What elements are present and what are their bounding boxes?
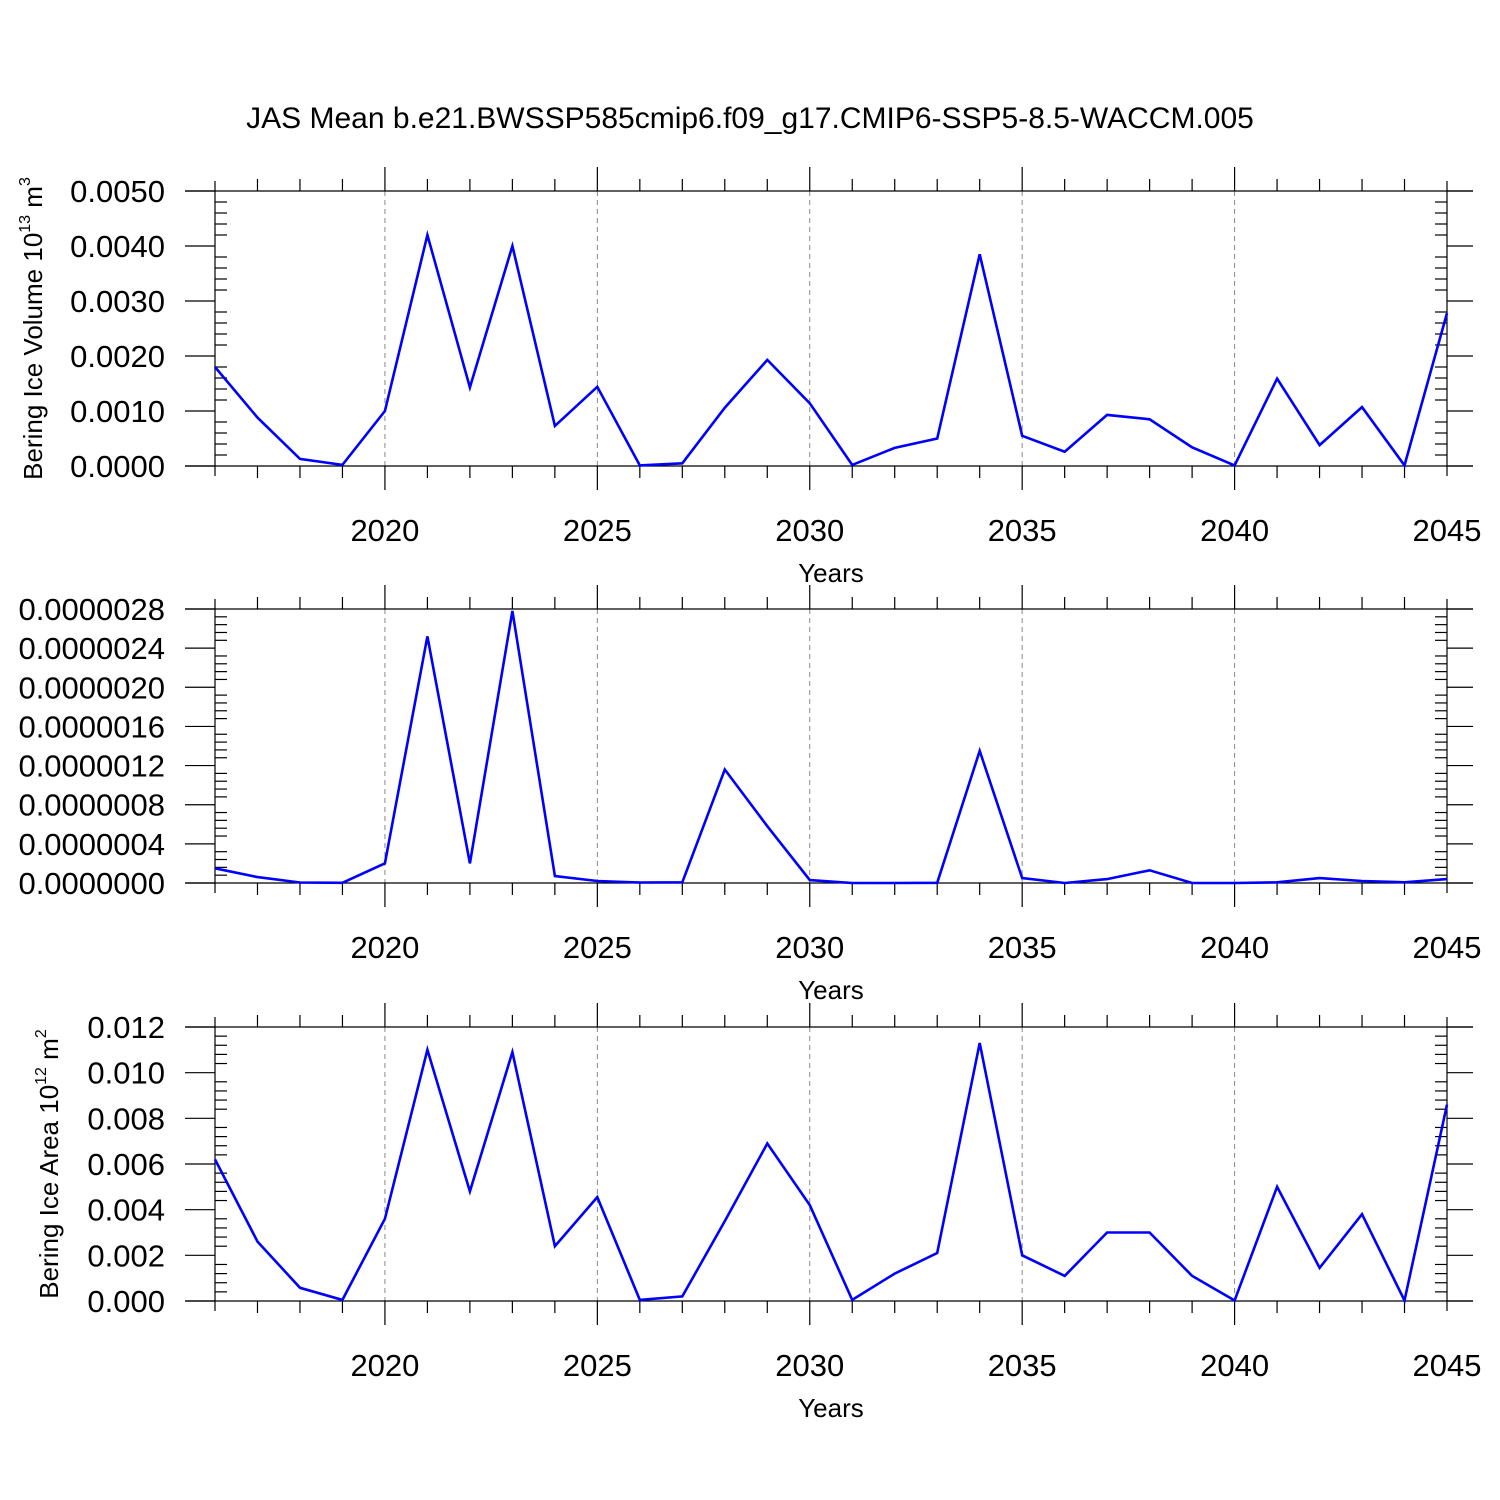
y-tick-label: 0.0000020	[18, 670, 165, 705]
y-tick-label: 0.0000028	[18, 592, 165, 627]
x-axis-label: Years	[798, 975, 864, 1005]
y-tick-label: 0.008	[87, 1101, 165, 1136]
y-tick-label: 0.0050	[70, 174, 165, 209]
x-tick-label: 2045	[1413, 1348, 1482, 1383]
x-tick-label: 2025	[563, 513, 632, 548]
x-tick-label: 2035	[988, 930, 1057, 965]
y-tick-label: 0.0030	[70, 284, 165, 319]
y-axis-label-text: m	[18, 186, 48, 215]
chart-panel-1: 0.0000 0.0010 0.0020 0.0030 0.0040 0.0050 2020…	[17, 167, 1481, 588]
x-tick-label: 2045	[1413, 930, 1482, 965]
panels: 0.0000 0.0010 0.0020 0.0030 0.0040 0.0050 2020…	[17, 167, 1481, 1423]
y-tick-label: 0.0000024	[18, 631, 165, 666]
x-axis-label: Years	[798, 558, 864, 588]
x-tick-label: 2040	[1200, 930, 1269, 965]
y-axis-label-superscript: 3	[17, 177, 34, 186]
x-tick-label: 2035	[988, 1348, 1057, 1383]
x-tick-label: 2020	[350, 513, 419, 548]
y-tick-label: 0.0000008	[18, 788, 165, 823]
y-tick-label: 0.0010	[70, 394, 165, 429]
figure-title: JAS Mean b.e21.BWSSP585cmip6.f09_g17.CMI…	[246, 102, 1254, 135]
y-tick-label: 0.0040	[70, 229, 165, 264]
y-tick-label: 0.004	[87, 1193, 165, 1228]
series-line-1	[214, 610, 1448, 885]
y-axis-label: Bering Ice Area 1012 m2	[33, 1029, 64, 1299]
x-tick-label: 2030	[775, 513, 844, 548]
y-tick-label: 0.0000	[70, 449, 165, 484]
y-tick-label: 0.012	[87, 1010, 165, 1045]
x-tick-label: 2035	[988, 513, 1057, 548]
y-axis-label-text: Bering Ice Volume 10	[18, 233, 48, 480]
y-axis-label-text: Bering Ice Area 10	[34, 1085, 64, 1299]
y-tick-label: 0.0020	[70, 339, 165, 374]
y-axis-label-superscript: 2	[33, 1029, 50, 1038]
chart-panel-3: 0.000 0.002 0.004 0.006 0.008 0.010 0.012 2020 2…	[33, 1003, 1481, 1423]
chart-panel-2: 0.0000000 0.0000004 0.0000008 0.0000012 0.00…	[18, 585, 1481, 1005]
x-tick-label: 2030	[775, 1348, 844, 1383]
x-axis-label: Years	[798, 1393, 864, 1423]
x-tick-label: 2025	[563, 930, 632, 965]
y-axis-label-text: m	[34, 1038, 64, 1067]
y-tick-label: 0.006	[87, 1147, 165, 1182]
y-tick-label: 0.0000016	[18, 709, 165, 744]
y-tick-label: 0.002	[87, 1238, 165, 1273]
y-tick-label: 0.0000004	[18, 827, 165, 862]
y-tick-label: 0.010	[87, 1056, 165, 1091]
y-tick-label: 0.000	[87, 1284, 165, 1319]
y-tick-label: 0.0000012	[18, 749, 165, 784]
series-line-1	[213, 1042, 1449, 1305]
y-axis-label: Bering Ice Volume 1013 m3	[17, 177, 48, 480]
y-axis-label-superscript: 13	[17, 215, 34, 233]
x-tick-label: 2025	[563, 1348, 632, 1383]
x-tick-label: 2020	[350, 1348, 419, 1383]
series-line-1	[214, 229, 1449, 469]
x-tick-label: 2020	[350, 930, 419, 965]
x-tick-label: 2040	[1200, 513, 1269, 548]
y-axis-label-superscript: 12	[33, 1067, 50, 1085]
y-tick-label: 0.0000000	[18, 866, 165, 901]
x-tick-label: 2030	[775, 930, 844, 965]
x-tick-label: 2040	[1200, 1348, 1269, 1383]
x-tick-label: 2045	[1413, 513, 1482, 548]
